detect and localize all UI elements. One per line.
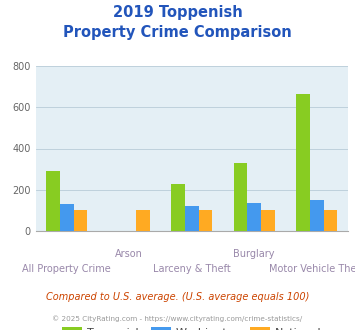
Bar: [234, 163, 247, 231]
Bar: [296, 94, 310, 231]
Bar: [310, 200, 323, 231]
Text: Property Crime Comparison: Property Crime Comparison: [63, 25, 292, 40]
Text: Larceny & Theft: Larceny & Theft: [153, 264, 231, 274]
Bar: [323, 211, 337, 231]
Legend: Toppenish, Washington, National: Toppenish, Washington, National: [58, 322, 326, 330]
Text: Burglary: Burglary: [234, 249, 275, 259]
Bar: [247, 203, 261, 231]
Bar: [261, 211, 275, 231]
Bar: [46, 171, 60, 231]
Bar: [60, 204, 73, 231]
Bar: [136, 211, 150, 231]
Text: All Property Crime: All Property Crime: [22, 264, 111, 274]
Bar: [185, 206, 198, 231]
Text: Motor Vehicle Theft: Motor Vehicle Theft: [269, 264, 355, 274]
Bar: [198, 211, 212, 231]
Bar: [171, 183, 185, 231]
Text: Compared to U.S. average. (U.S. average equals 100): Compared to U.S. average. (U.S. average …: [46, 292, 309, 302]
Text: © 2025 CityRating.com - https://www.cityrating.com/crime-statistics/: © 2025 CityRating.com - https://www.city…: [53, 315, 302, 322]
Text: Arson: Arson: [115, 249, 143, 259]
Text: 2019 Toppenish: 2019 Toppenish: [113, 5, 242, 20]
Bar: [73, 211, 87, 231]
